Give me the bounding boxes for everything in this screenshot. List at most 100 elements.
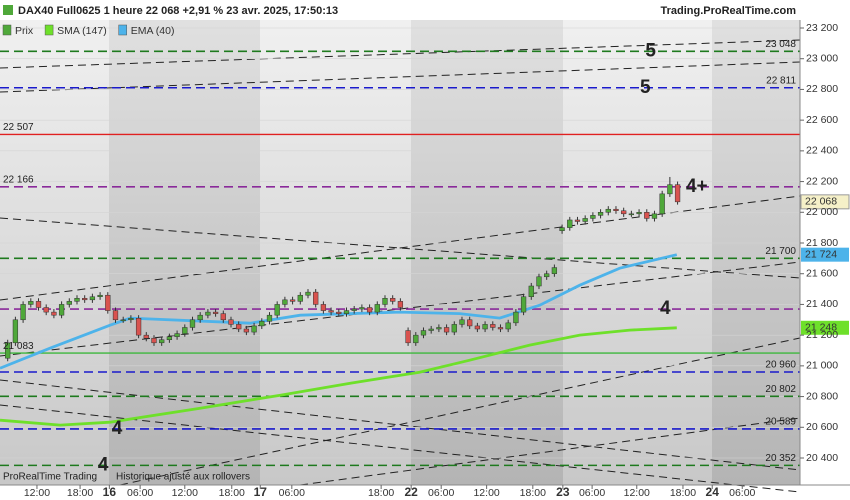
candle-body: [628, 213, 635, 216]
candle-body: [551, 267, 558, 274]
candle-body: [305, 291, 311, 296]
candle-body: [390, 298, 396, 302]
wave-label: 4: [112, 418, 123, 439]
level-label: 23 048: [765, 39, 796, 50]
candle-body: [613, 208, 619, 211]
wave-label: 4: [660, 298, 671, 319]
header-icon: [3, 5, 13, 15]
y-tick-label: 23 000: [806, 52, 838, 64]
candle-body: [536, 276, 542, 287]
candle-body: [143, 334, 149, 339]
candle-body: [58, 304, 65, 316]
legend-label: Prix: [15, 25, 34, 37]
x-tick-label: 18:00: [520, 487, 546, 499]
wave-label: 4+: [686, 176, 708, 197]
candle-body: [220, 313, 226, 321]
candle-body: [482, 324, 488, 330]
candle-body: [644, 212, 650, 219]
candle-body: [359, 307, 365, 310]
x-tick-label: 18:00: [219, 487, 245, 499]
legend-label: SMA (147): [57, 25, 107, 37]
y-tick-label: 20 400: [806, 452, 838, 464]
price-badge: [800, 194, 850, 210]
candle-body: [313, 291, 319, 305]
legend-swatch: [2, 24, 12, 36]
candle-body: [197, 314, 203, 321]
candle-body: [97, 294, 103, 298]
candle-body: [297, 294, 303, 302]
candle-body: [621, 210, 627, 215]
x-tick-label: 17: [254, 485, 268, 499]
candle-body: [182, 327, 188, 334]
x-tick-label: 12:00: [473, 487, 499, 499]
candle-body: [189, 319, 196, 328]
x-tick-label: 06:00: [729, 487, 755, 499]
candle-body: [451, 324, 457, 333]
candle-body: [636, 212, 642, 215]
price-badge: [801, 247, 849, 262]
wave-label: 5: [640, 77, 651, 98]
candle-body: [166, 336, 173, 340]
y-tick-label: 21 400: [806, 298, 838, 310]
day-band: [411, 20, 563, 485]
y-tick-label: 22 000: [806, 206, 838, 218]
x-tick-label: 06:00: [428, 487, 454, 499]
candle-body: [674, 184, 681, 203]
candle-body: [228, 319, 234, 325]
wave-label: 4: [98, 454, 109, 475]
candle-body: [366, 307, 373, 313]
candle-body: [289, 299, 296, 302]
candle-body: [467, 319, 473, 327]
candle-body: [82, 298, 88, 301]
price-badge: [801, 320, 849, 335]
x-tick-label: 18:00: [670, 487, 696, 499]
candle-body: [574, 219, 581, 222]
candle-body: [667, 184, 673, 195]
y-tick-label: 21 600: [806, 267, 838, 279]
candle-body: [320, 304, 327, 311]
candle-body: [159, 339, 165, 344]
candle-body: [135, 318, 142, 336]
candle-body: [443, 327, 450, 333]
candle-body: [544, 273, 550, 278]
candle-body: [351, 308, 357, 311]
candle-body: [51, 311, 57, 316]
candle-body: [259, 321, 265, 327]
y-tick-label: 22 600: [806, 114, 838, 126]
price-badge-label: 21 724: [805, 248, 837, 260]
candle-body: [382, 298, 388, 305]
candle-body: [28, 301, 34, 305]
level-label: 20 802: [765, 384, 796, 395]
candle-body: [35, 301, 42, 308]
level-label: 22 507: [3, 122, 34, 133]
x-tick-label: 12:00: [24, 487, 50, 499]
candle-body: [336, 311, 342, 314]
x-tick-label: 06:00: [279, 487, 305, 499]
candle-body: [459, 319, 465, 325]
candle-body: [212, 311, 219, 314]
level-label: 21 700: [765, 246, 796, 257]
candle-body: [151, 337, 157, 344]
x-tick-label: 12:00: [172, 487, 198, 499]
y-tick-label: 23 200: [806, 22, 838, 34]
candle-body: [236, 324, 242, 330]
price-badge-label: 21 248: [805, 322, 837, 334]
candle-body: [128, 318, 134, 321]
x-tick-label: 06:00: [579, 487, 605, 499]
candle-body: [251, 325, 257, 333]
y-tick-label: 22 800: [806, 83, 838, 95]
candle-body: [513, 311, 519, 324]
candle-body: [659, 193, 665, 215]
y-tick-label: 20 600: [806, 421, 838, 433]
day-band: [109, 20, 260, 485]
level-label: 20 960: [765, 360, 796, 371]
legend-swatch: [44, 24, 54, 36]
candle-body: [474, 325, 481, 330]
candle-body: [397, 301, 404, 308]
candle-body: [497, 327, 504, 330]
candle-body: [567, 219, 573, 228]
title: DAX40 Full0625 1 heure 22 068 +2,91 % 23…: [18, 5, 338, 17]
ma-line: [0, 253, 678, 370]
footer: Historique ajusté aux rollovers: [116, 472, 250, 483]
